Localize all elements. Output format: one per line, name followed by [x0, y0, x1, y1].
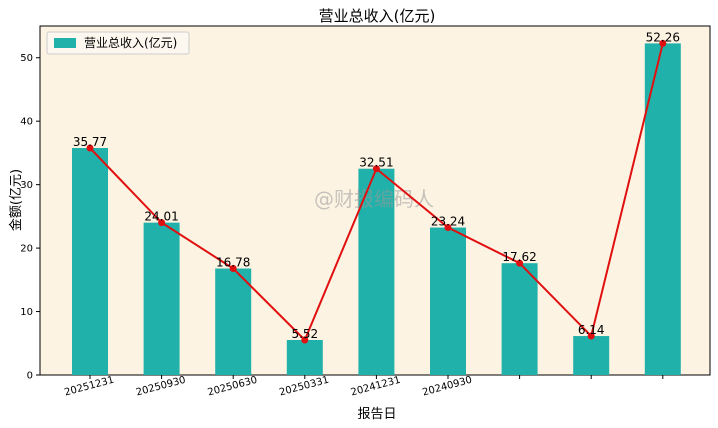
bar [215, 268, 252, 375]
line-point [372, 165, 380, 173]
x-axis: 20251231 20250930 20250630 20250331 20241231… [63, 375, 664, 399]
data-label: 17.62 [502, 250, 536, 264]
line-point [229, 265, 237, 273]
y-tick-label: 10 [20, 307, 33, 318]
line-point [516, 259, 524, 267]
legend-label: 营业总收入(亿元) [84, 35, 177, 50]
y-tick-label: 20 [20, 244, 33, 255]
line-point [444, 224, 452, 232]
data-label: 32.51 [359, 156, 393, 170]
bars [72, 43, 681, 376]
data-label: 52.26 [646, 30, 680, 44]
bar [358, 168, 395, 375]
x-tick-label: 20240930 [421, 375, 473, 399]
line-point [659, 39, 667, 47]
data-label: 35.77 [73, 135, 107, 149]
y-tick-label: 40 [20, 117, 33, 128]
y-tick-label: 0 [27, 371, 33, 382]
bar [143, 222, 180, 375]
y-tick-label: 30 [20, 180, 33, 191]
x-tick-label: 20241231 [350, 375, 402, 399]
data-labels: 35.77 24.01 16.78 5.52 32.51 23.24 17.62 6.14 52… [73, 30, 680, 341]
bar [72, 148, 108, 375]
legend-box [46, 31, 190, 55]
bar [644, 43, 681, 376]
x-axis-label: 报告日 [357, 407, 396, 422]
chart-title: 营业总收入(亿元) [319, 7, 436, 25]
watermark: @财报编码人 [314, 187, 434, 211]
x-tick-label: 20251231 [63, 375, 115, 399]
legend: 营业总收入(亿元) [46, 31, 190, 55]
data-label: 16.78 [216, 256, 250, 270]
data-label: 5.52 [291, 327, 318, 341]
data-label: 24.01 [144, 210, 178, 224]
legend-swatch [54, 38, 76, 48]
line-point [587, 332, 595, 340]
line-point [86, 144, 94, 152]
bar [573, 336, 610, 375]
y-axis-label: 金额(亿元) [8, 169, 24, 231]
x-tick-label: 20250630 [207, 375, 259, 399]
y-tick-label: 50 [20, 53, 33, 64]
data-label: 6.14 [578, 323, 605, 337]
x-tick-label: 20250331 [278, 375, 330, 399]
line-point [301, 336, 309, 344]
data-label: 23.24 [431, 215, 465, 229]
x-tick-label: 20250930 [135, 375, 187, 399]
bar [430, 227, 466, 375]
line-series [86, 39, 667, 344]
bar [501, 263, 538, 375]
bar [286, 339, 323, 375]
y-axis: 0 10 20 30 40 50 [20, 53, 40, 382]
line-point [158, 219, 166, 227]
